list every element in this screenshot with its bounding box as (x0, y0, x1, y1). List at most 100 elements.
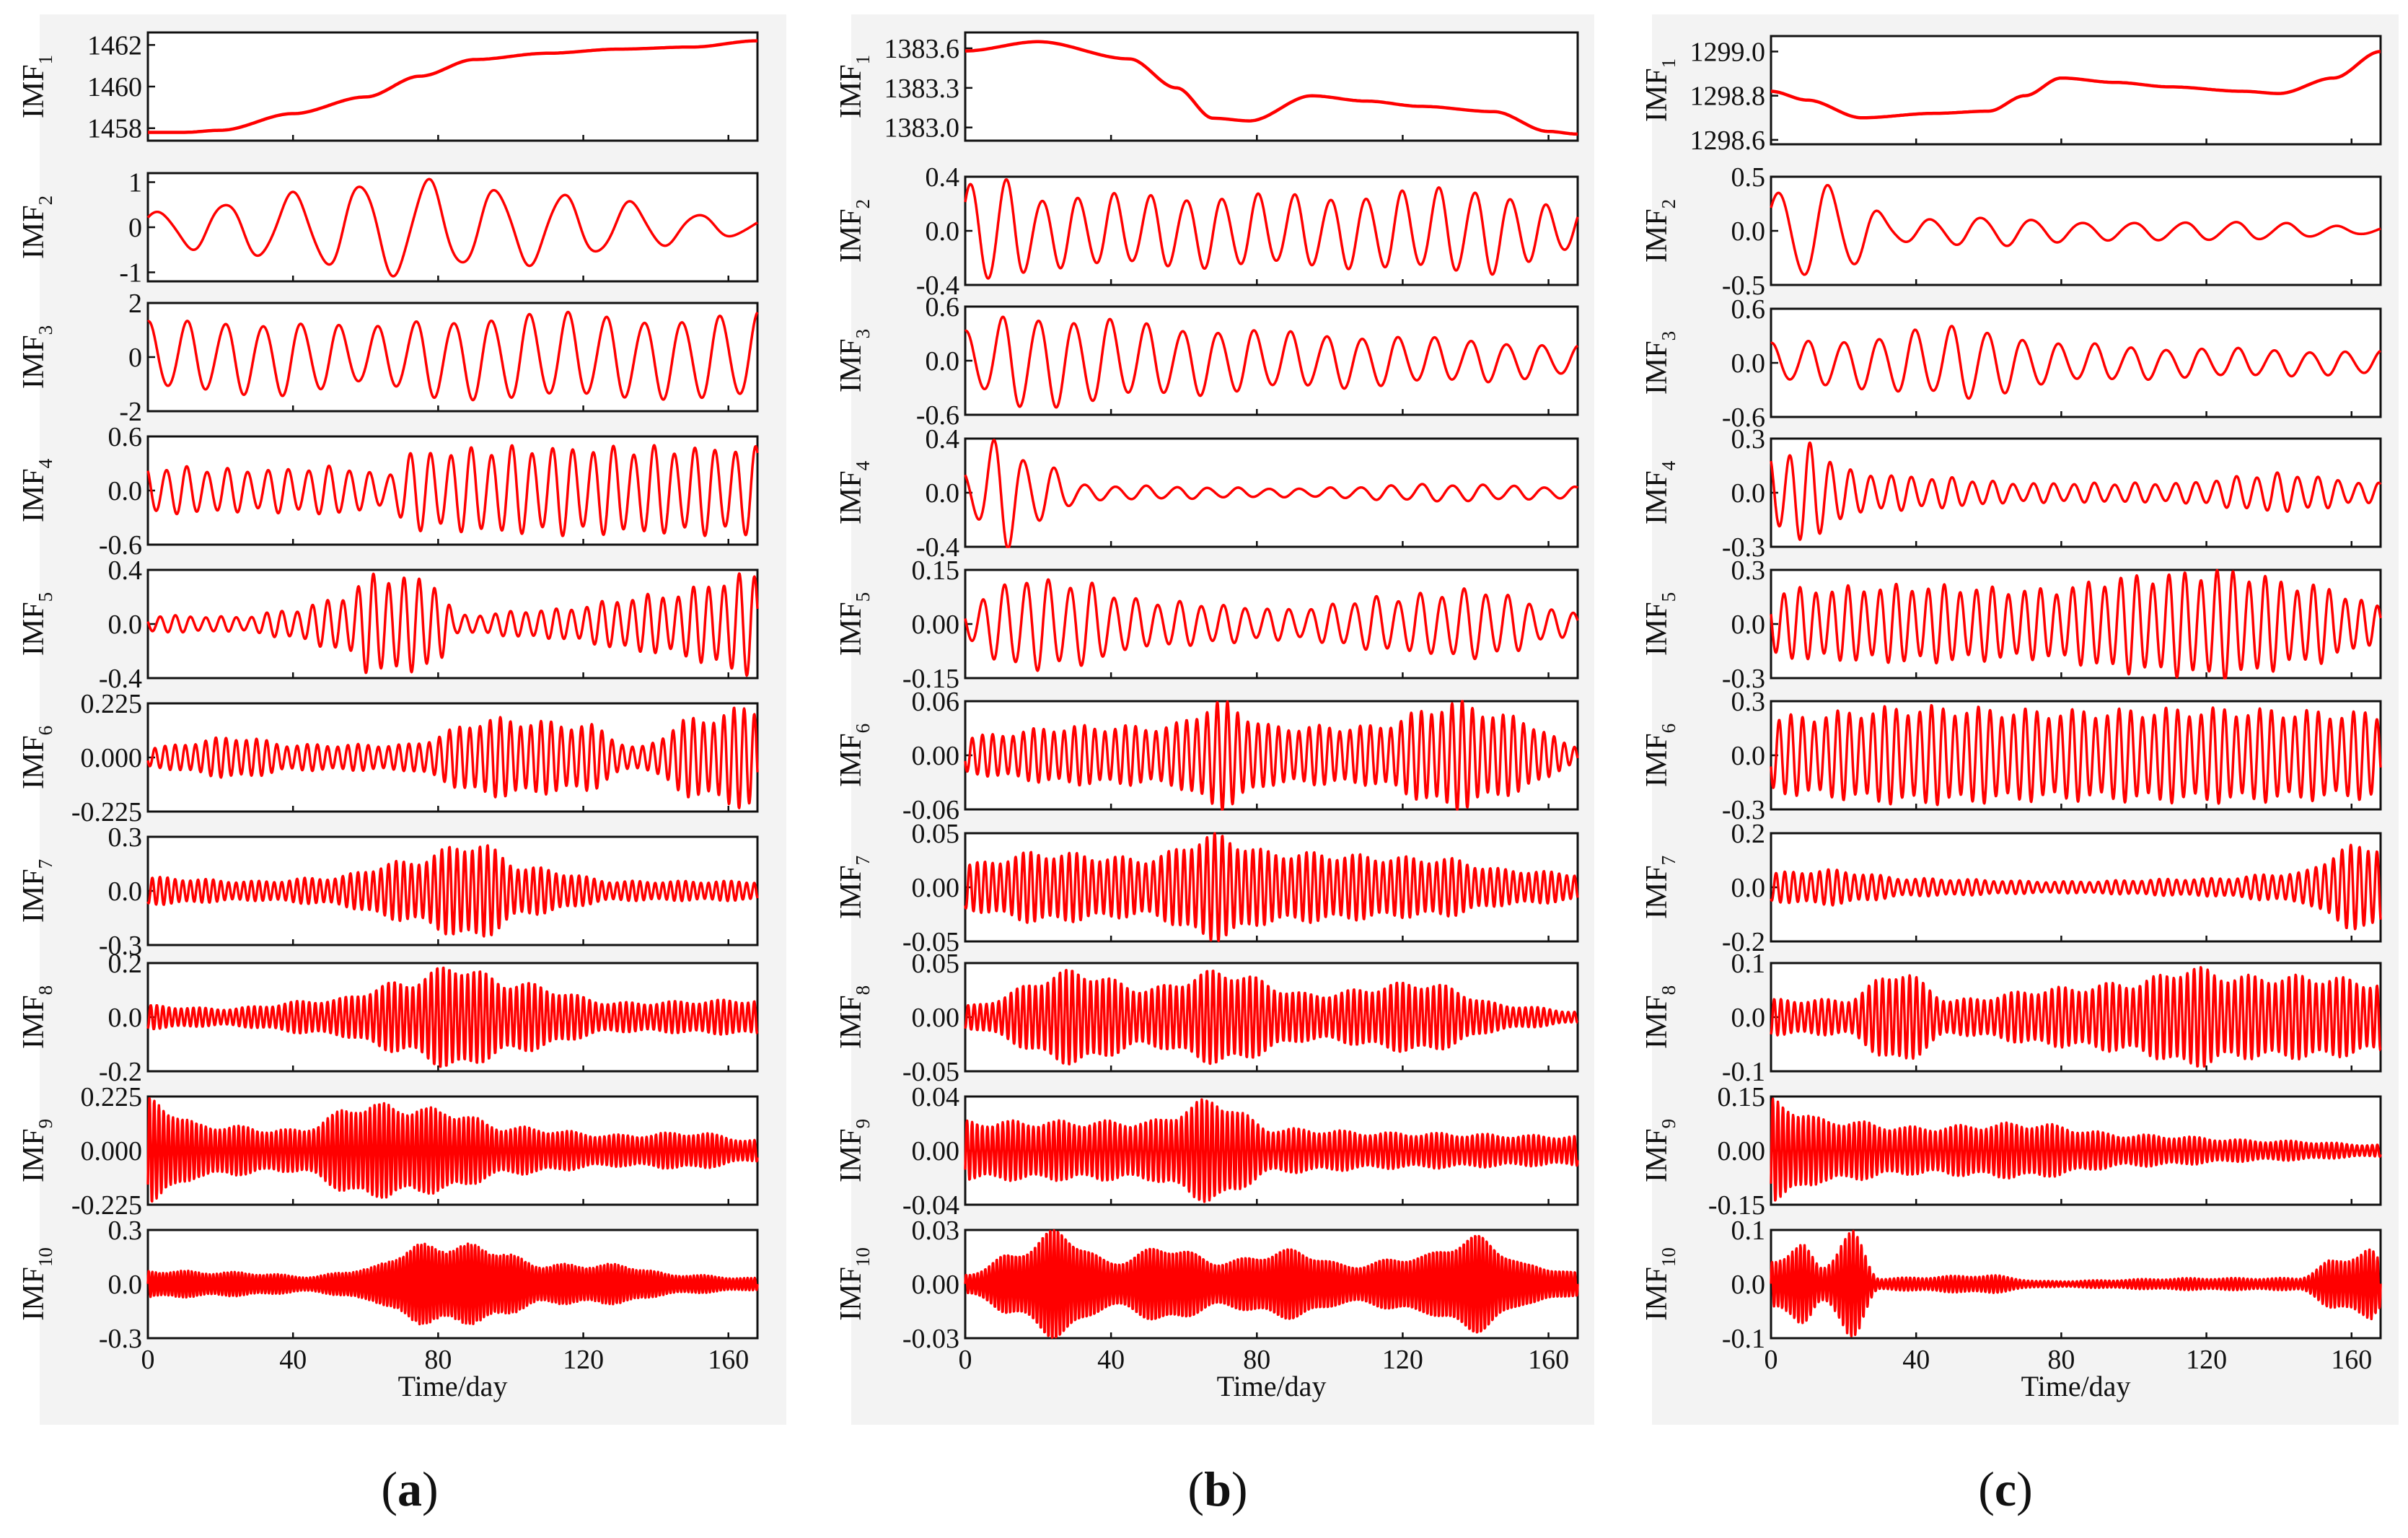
y-axis-label-text: IMF (1640, 68, 1674, 122)
y-axis-label-text: IMF (1640, 1267, 1674, 1321)
y-axis-label: IMF1 (17, 55, 56, 118)
imf-series-line (964, 1098, 1579, 1203)
subplot-imf1: 1462 1460 1458 IMF1 (17, 30, 759, 144)
y-axis-label-text: IMF (17, 468, 50, 522)
y-axis-label-subscript: 6 (35, 726, 56, 736)
subplot-imf2: 0.4 0.0 -0.4 IMF2 (835, 162, 1579, 301)
y-tick-label: 0.3 (108, 1216, 143, 1246)
y-tick-label: -0.225 (71, 1190, 142, 1221)
y-axis-label: IMF5 (17, 592, 56, 656)
y-tick-label: 0.3 (1731, 555, 1766, 586)
subplot-imf4: 0.4 0.0 -0.4 IMF4 (835, 424, 1579, 563)
y-axis-label: IMF9 (835, 1119, 874, 1182)
subplot-imf7: 0.05 0.00 -0.05 IMF7 (835, 819, 1579, 957)
y-tick-label: 0.2 (1731, 819, 1766, 849)
subplot-imf4: 0.3 0.0 -0.3 IMF4 (1640, 424, 2382, 563)
y-tick-label: 0.04 (912, 1082, 960, 1112)
imf-series-line (146, 444, 759, 537)
y-tick-label: 0 (128, 213, 142, 243)
subplot-imf2: 1 0 -1 IMF2 (17, 168, 759, 289)
y-tick-label: 0.0 (926, 478, 960, 509)
y-tick-label: 1458 (87, 114, 142, 144)
imf-series-line (964, 1229, 1579, 1339)
y-tick-label: -0.3 (1722, 795, 1765, 825)
y-axis-label-subscript: 7 (35, 859, 56, 869)
y-axis-label-text: IMF (17, 735, 50, 789)
y-tick-label: 0.4 (926, 162, 960, 193)
y-tick-label: 0.00 (912, 873, 960, 903)
y-axis-label-subscript: 7 (1658, 856, 1679, 866)
y-tick-label: 0.0 (108, 610, 143, 640)
y-tick-label: -0.3 (1722, 532, 1765, 563)
y-tick-label: -0.1 (1722, 1057, 1765, 1087)
y-axis-label-text: IMF (17, 1267, 50, 1321)
subplot-imf10: 0.03 0.00 -0.03 IMF10 0 40 80 120 160 Time/day (835, 1216, 1579, 1402)
y-axis-label-text: IMF (1640, 995, 1674, 1049)
y-axis-label: IMF9 (1640, 1119, 1679, 1182)
y-axis-label-text: IMF (17, 602, 50, 656)
y-axis-label: IMF2 (1640, 199, 1679, 263)
y-tick-label: 1460 (87, 72, 142, 102)
imf-series-line (1770, 50, 2381, 120)
y-tick-label: 0.4 (926, 424, 960, 454)
y-axis-label-subscript: 2 (1658, 199, 1679, 209)
y-axis-label: IMF2 (835, 199, 874, 263)
y-tick-label: 0.4 (108, 555, 143, 586)
x-tick-label: 160 (1528, 1345, 1569, 1375)
subplot-imf5: 0.3 0.0 -0.3 IMF5 (1640, 555, 2382, 694)
y-axis-label: IMF2 (17, 195, 56, 259)
y-tick-label: -0.15 (902, 664, 959, 694)
y-axis-label-subscript: 8 (1658, 985, 1679, 996)
y-axis-label-subscript: 9 (852, 1119, 874, 1129)
subplot-imf6: 0.06 0.00 -0.06 IMF6 (835, 687, 1579, 825)
panel-a: 146214601458IMF110-1IMF220-2IMF30.60.0-0… (17, 14, 786, 1425)
imf-series-line (1770, 325, 2382, 400)
caption-b: (b) (1187, 1462, 1248, 1516)
y-tick-label: 0.6 (1731, 294, 1766, 325)
y-tick-label: 0.0 (1731, 1003, 1766, 1033)
y-tick-label: 0.0 (926, 216, 960, 247)
imf-series-line (964, 969, 1579, 1065)
y-tick-label: -1 (119, 258, 142, 289)
plot-frame (1770, 832, 2382, 943)
y-tick-label: -0.2 (1722, 927, 1765, 957)
subplot-imf7: 0.3 0.0 -0.3 IMF7 (17, 822, 759, 961)
imf-series-line (965, 40, 1578, 136)
y-axis-label-subscript: 6 (1658, 724, 1679, 734)
y-axis-label: IMF10 (1640, 1247, 1679, 1321)
plot-frame (1770, 437, 2382, 548)
y-axis-label-text: IMF (1640, 602, 1674, 656)
subplot-imf8: 0.05 0.00 -0.05 IMF8 (835, 949, 1579, 1087)
panel-b: 1383.61383.31383.0IMF10.40.0-0.4IMF20.60… (835, 14, 1594, 1425)
y-axis-label-text: IMF (835, 208, 868, 263)
plot-frame (964, 305, 1579, 416)
y-axis-label-text: IMF (835, 1267, 868, 1321)
y-tick-label: -0.06 (902, 795, 959, 825)
subplot-imf1: 1299.0 1298.8 1298.6 IMF1 (1640, 35, 2382, 156)
y-axis-label-text: IMF (835, 64, 868, 118)
imf-series-line (1770, 1229, 2382, 1337)
imf-series-line (1770, 441, 2382, 541)
y-tick-label: 0.6 (108, 422, 143, 452)
y-tick-label: 0.05 (912, 949, 960, 979)
y-tick-label: -0.3 (99, 931, 142, 961)
imf-series-line (964, 315, 1579, 409)
plot-frame (964, 437, 1579, 548)
caption-c: (c) (1978, 1462, 2033, 1516)
y-axis-label-subscript: 6 (852, 724, 874, 734)
y-tick-label: -0.4 (916, 532, 959, 563)
y-tick-label: 0.0 (926, 346, 960, 377)
y-tick-label: -0.6 (916, 400, 959, 431)
y-tick-label: 1383.3 (884, 74, 960, 104)
y-axis-label-subscript: 1 (852, 55, 874, 65)
y-axis-label-text: IMF (835, 338, 868, 392)
y-tick-label: 1462 (87, 30, 142, 61)
y-axis-label-subscript: 3 (35, 325, 56, 335)
subplot-imf2: 0.5 0.0 -0.5 IMF2 (1640, 162, 2382, 301)
y-axis-label-text: IMF (17, 64, 50, 118)
y-tick-label: 0.00 (1718, 1136, 1766, 1166)
y-axis-label-subscript: 9 (35, 1119, 56, 1129)
x-tick-label: 160 (708, 1345, 749, 1375)
y-axis-label: IMF6 (835, 724, 874, 787)
y-axis-label-subscript: 4 (35, 458, 56, 468)
